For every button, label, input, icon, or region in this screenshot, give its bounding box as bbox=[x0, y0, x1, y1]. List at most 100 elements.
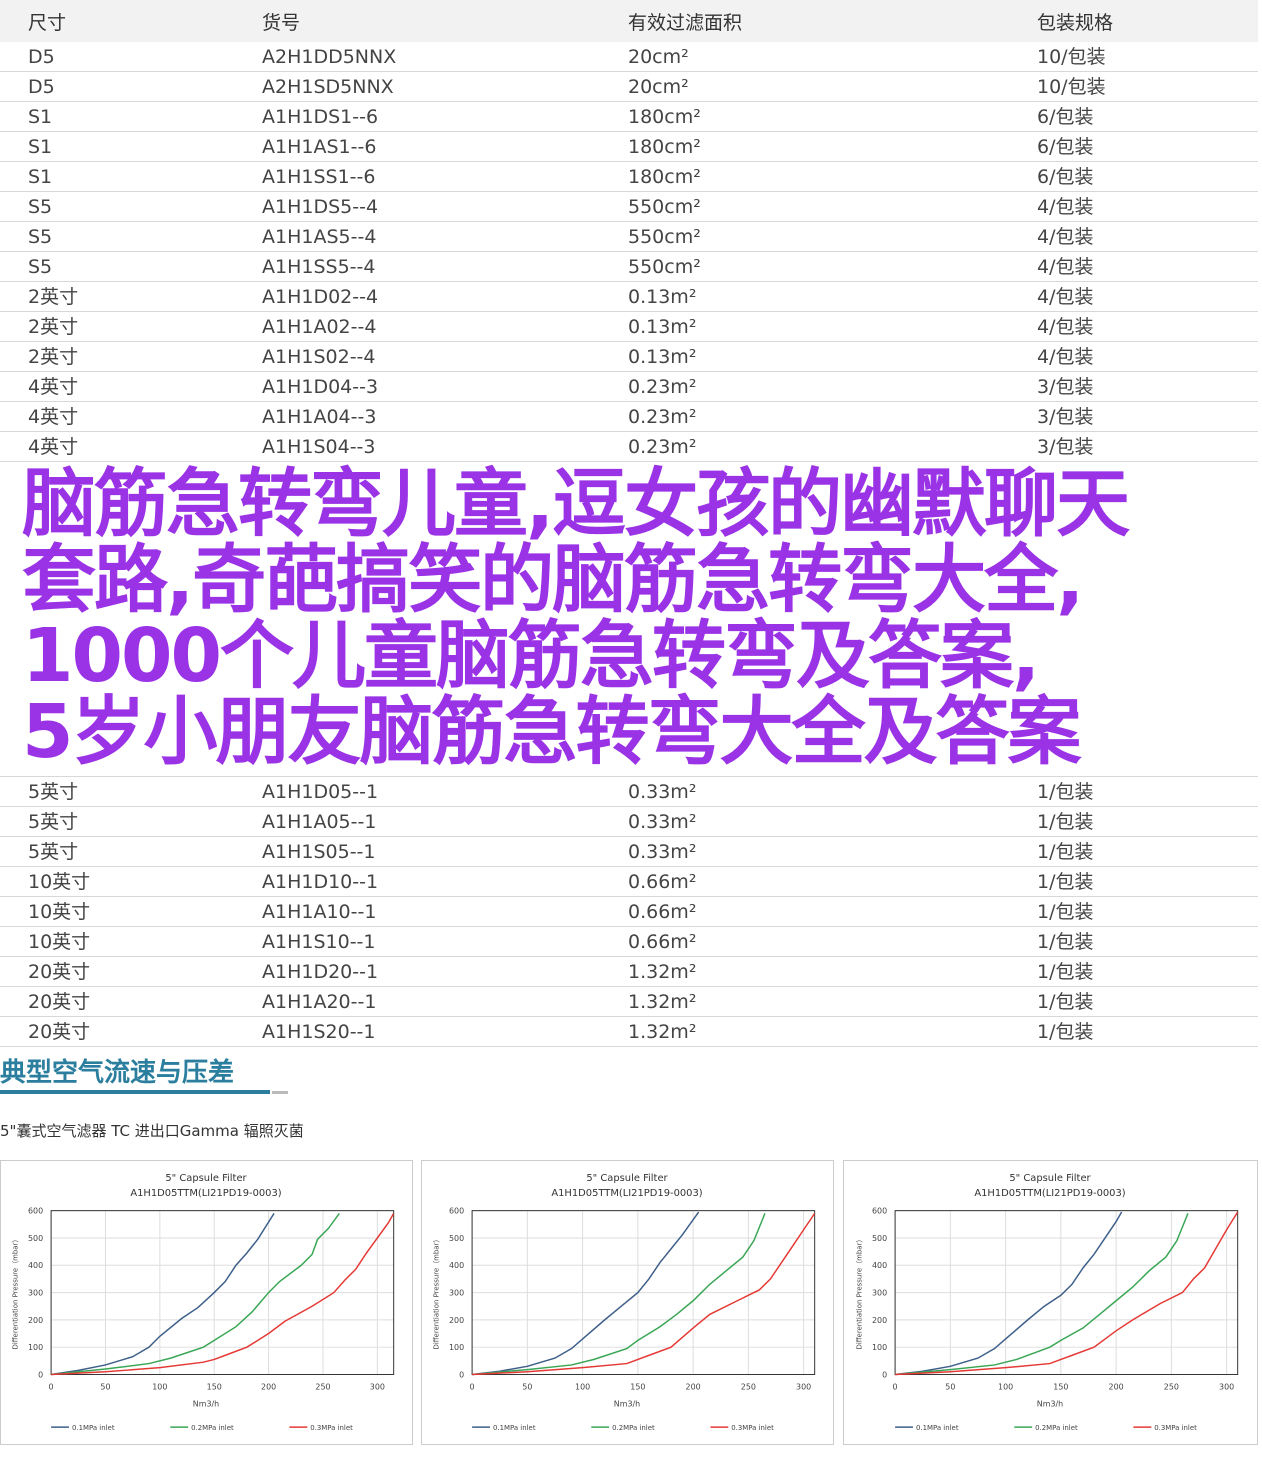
table-row: 2英寸 A1H1S02--4 0.13m² 4/包装 bbox=[0, 341, 1258, 372]
cell-size: 2英寸 bbox=[0, 281, 262, 312]
cell-filter-area: 0.66m² bbox=[628, 866, 1037, 897]
y-tick-label: 100 bbox=[28, 1343, 43, 1352]
chart-3: 5" Capsule Filter A1H1D05TTM(LI21PD19-000… bbox=[843, 1160, 1258, 1445]
cell-size: 4英寸 bbox=[0, 371, 262, 402]
cell-size: 20英寸 bbox=[0, 1016, 262, 1047]
cell-packaging: 1/包装 bbox=[1037, 836, 1258, 867]
chart-title: 5" Capsule Filter bbox=[586, 1173, 668, 1184]
cell-packaging: 3/包装 bbox=[1037, 431, 1258, 462]
x-tick-label: 0 bbox=[470, 1382, 475, 1391]
table-row: 20英寸 A1H1D20--1 1.32m² 1/包装 bbox=[0, 956, 1258, 987]
cell-part-number: A1H1S20--1 bbox=[262, 1016, 628, 1047]
y-tick-label: 600 bbox=[872, 1207, 887, 1216]
cell-packaging: 1/包装 bbox=[1037, 1016, 1258, 1047]
x-tick-label: 300 bbox=[796, 1382, 811, 1391]
chart-title: 5" Capsule Filter bbox=[1009, 1173, 1091, 1184]
y-tick-label: 200 bbox=[872, 1316, 887, 1325]
y-tick-label: 500 bbox=[449, 1234, 464, 1243]
cell-filter-area: 1.32m² bbox=[628, 986, 1037, 1017]
header-size: 尺寸 bbox=[0, 0, 262, 42]
y-tick-label: 0 bbox=[459, 1370, 464, 1379]
table-row: 2英寸 A1H1D02--4 0.13m² 4/包装 bbox=[0, 281, 1258, 312]
y-tick-label: 600 bbox=[449, 1207, 464, 1216]
cell-packaging: 4/包装 bbox=[1037, 191, 1258, 222]
plot-frame bbox=[894, 1210, 1239, 1375]
cell-filter-area: 20cm² bbox=[628, 71, 1037, 102]
plot-frame bbox=[50, 1210, 395, 1375]
y-tick-label: 0 bbox=[38, 1370, 43, 1379]
cell-filter-area: 0.13m² bbox=[628, 281, 1037, 312]
product-table: 尺寸 货号 有效过滤面积 包装规格 D5 A2H1DD5NNX 20cm² 10/包装… bbox=[0, 0, 1258, 1047]
cell-part-number: A1H1S04--3 bbox=[262, 431, 628, 462]
x-tick-label: 300 bbox=[1219, 1382, 1234, 1391]
cell-filter-area: 550cm² bbox=[628, 251, 1037, 282]
chart-subtitle: A1H1D05TTM(LI21PD19-0003) bbox=[130, 1188, 281, 1199]
cell-packaging: 10/包装 bbox=[1037, 42, 1258, 72]
y-tick-label: 400 bbox=[449, 1261, 464, 1270]
cell-packaging: 1/包装 bbox=[1037, 896, 1258, 927]
legend-label: 0.1MPa inlet bbox=[916, 1424, 959, 1432]
cell-size: S1 bbox=[0, 131, 262, 162]
x-tick-label: 150 bbox=[1053, 1382, 1068, 1391]
y-tick-label: 500 bbox=[872, 1234, 887, 1243]
cell-filter-area: 550cm² bbox=[628, 191, 1037, 222]
cell-packaging: 4/包装 bbox=[1037, 221, 1258, 252]
x-axis-label: Nm3/h bbox=[1037, 1399, 1063, 1408]
cell-part-number: A1H1D20--1 bbox=[262, 956, 628, 987]
cell-size: S1 bbox=[0, 101, 262, 132]
cell-part-number: A1H1A02--4 bbox=[262, 311, 628, 342]
cell-size: 10英寸 bbox=[0, 926, 262, 957]
cell-packaging: 4/包装 bbox=[1037, 341, 1258, 372]
cell-filter-area: 550cm² bbox=[628, 221, 1037, 252]
y-tick-label: 200 bbox=[449, 1316, 464, 1325]
cell-filter-area: 20cm² bbox=[628, 42, 1037, 72]
cell-packaging: 1/包装 bbox=[1037, 776, 1258, 807]
cell-packaging: 10/包装 bbox=[1037, 71, 1258, 102]
cell-packaging: 3/包装 bbox=[1037, 371, 1258, 402]
cell-filter-area: 0.13m² bbox=[628, 341, 1037, 372]
x-tick-label: 300 bbox=[370, 1382, 385, 1391]
cell-filter-area: 180cm² bbox=[628, 101, 1037, 132]
table-row: 10英寸 A1H1S10--1 0.66m² 1/包装 bbox=[0, 926, 1258, 957]
cell-size: 5英寸 bbox=[0, 806, 262, 837]
cell-packaging: 1/包装 bbox=[1037, 866, 1258, 897]
cell-packaging: 4/包装 bbox=[1037, 281, 1258, 312]
table-row: 4英寸 A1H1D04--3 0.23m² 3/包装 bbox=[0, 371, 1258, 402]
y-tick-label: 400 bbox=[28, 1261, 43, 1270]
cell-size: 5英寸 bbox=[0, 776, 262, 807]
cell-size: 4英寸 bbox=[0, 431, 262, 462]
cell-size: S5 bbox=[0, 221, 262, 252]
cell-filter-area: 0.23m² bbox=[628, 431, 1037, 462]
table-row: 10英寸 A1H1D10--1 0.66m² 1/包装 bbox=[0, 866, 1258, 897]
cell-size: S5 bbox=[0, 251, 262, 282]
x-tick-label: 250 bbox=[315, 1382, 330, 1391]
cell-packaging: 4/包装 bbox=[1037, 251, 1258, 282]
series-line bbox=[472, 1213, 766, 1376]
cell-size: D5 bbox=[0, 71, 262, 102]
y-tick-label: 300 bbox=[449, 1289, 464, 1298]
legend-label: 0.3MPa inlet bbox=[310, 1424, 353, 1432]
series-line bbox=[51, 1213, 395, 1376]
y-axis-label: Differentiation Pressure（mbar） bbox=[11, 1236, 19, 1350]
cell-filter-area: 0.33m² bbox=[628, 776, 1037, 807]
chart-subtitle: A1H1D05TTM(LI21PD19-0003) bbox=[974, 1188, 1125, 1199]
x-axis-label: Nm3/h bbox=[193, 1399, 219, 1408]
chart-1: 5" Capsule Filter A1H1D05TTM(LI21PD19-000… bbox=[0, 1160, 413, 1445]
cell-size: 2英寸 bbox=[0, 311, 262, 342]
overlay-headline: 脑筋急转弯儿童,逗女孩的幽默聊天 套路,奇葩搞笑的脑筋急转弯大全, 1000个儿… bbox=[22, 466, 1258, 770]
cell-packaging: 1/包装 bbox=[1037, 956, 1258, 987]
x-axis-label: Nm3/h bbox=[614, 1399, 640, 1408]
x-tick-label: 200 bbox=[1109, 1382, 1124, 1391]
plot-frame bbox=[471, 1210, 816, 1375]
table-row: 5英寸 A1H1S05--1 0.33m² 1/包装 bbox=[0, 836, 1258, 867]
cell-part-number: A1H1D10--1 bbox=[262, 866, 628, 897]
y-axis-label: Differentiation Pressure（mbar） bbox=[855, 1236, 863, 1350]
y-tick-label: 200 bbox=[28, 1316, 43, 1325]
legend-label: 0.3MPa inlet bbox=[731, 1424, 774, 1432]
table-row: D5 A2H1SD5NNX 20cm² 10/包装 bbox=[0, 71, 1258, 102]
section-title: 典型空气流速与压差 bbox=[0, 1058, 235, 1088]
table-row: S5 A1H1AS5--4 550cm² 4/包装 bbox=[0, 221, 1258, 252]
cell-part-number: A1H1S05--1 bbox=[262, 836, 628, 867]
x-tick-label: 100 bbox=[998, 1382, 1013, 1391]
legend-label: 0.3MPa inlet bbox=[1154, 1424, 1197, 1432]
